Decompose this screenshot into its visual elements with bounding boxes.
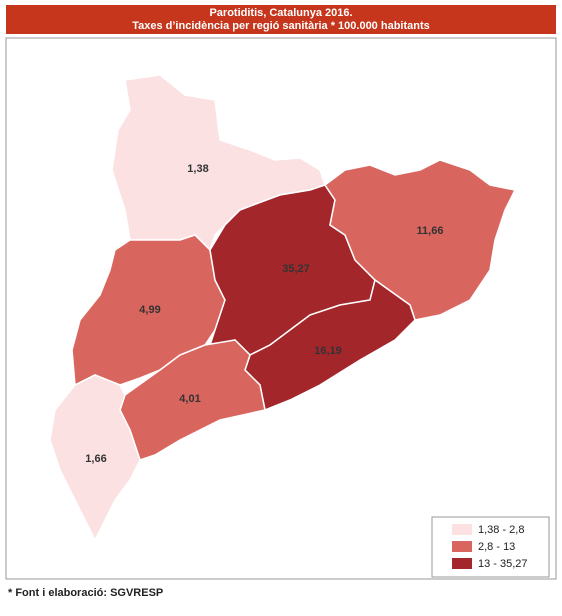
title-bar [6, 5, 556, 34]
legend: 1,38 - 2,8 2,8 - 13 13 - 35,27 [452, 524, 528, 570]
map-subtitle: Taxes d’incidència per regió sanitària *… [132, 20, 430, 32]
legend-swatch [452, 524, 472, 535]
region-label: 35,27 [282, 263, 310, 275]
regions: 1,38 4,99 35,27 11,66 16,19 4,01 1,66 [49, 74, 517, 542]
footnote: * Font i elaboració: SGVRESP [8, 587, 163, 599]
region [49, 374, 141, 542]
map-title: Parotiditis, Catalunya 2016. [209, 7, 352, 19]
region-label: 4,99 [139, 304, 160, 316]
region-label: 11,66 [417, 225, 444, 237]
region-label: 4,01 [179, 393, 200, 405]
legend-swatch [452, 541, 472, 552]
legend-label: 13 - 35,27 [478, 558, 528, 570]
legend-label: 2,8 - 13 [478, 541, 515, 553]
legend-label: 1,38 - 2,8 [478, 524, 524, 536]
region [323, 159, 517, 321]
region-label: 1,38 [187, 163, 208, 175]
legend-swatch [452, 558, 472, 569]
region-label: 1,66 [85, 453, 106, 465]
legend-box [431, 516, 550, 578]
region-label: 16,19 [314, 345, 342, 357]
